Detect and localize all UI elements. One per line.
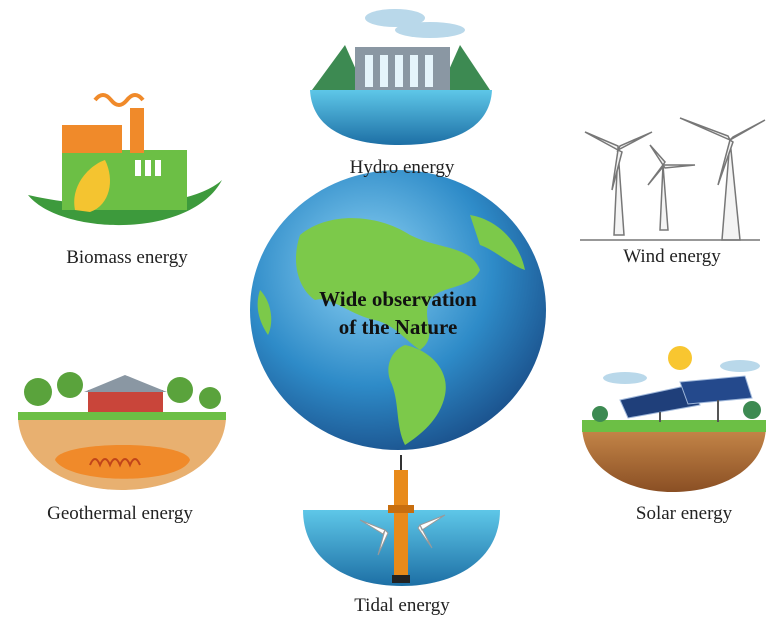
biomass-icon	[28, 95, 222, 225]
center-line: of the Nature	[339, 315, 458, 339]
solar-icon-part	[582, 420, 766, 432]
solar-icon-part	[592, 406, 608, 422]
hydro-icon-part	[310, 90, 492, 145]
biomass-icon-part	[145, 160, 151, 176]
biomass-icon-part	[95, 95, 143, 105]
geothermal-icon-part	[57, 372, 83, 398]
biomass-icon-part	[62, 125, 122, 153]
biomass-icon-part	[135, 160, 141, 176]
biomass-icon-part	[130, 108, 144, 153]
solar-icon-part	[603, 372, 647, 384]
wind-icon-part	[722, 140, 740, 240]
hydro-icon	[310, 9, 492, 145]
node-label: Geothermal energy	[47, 503, 193, 524]
node-label: Tidal energy	[354, 595, 450, 616]
geothermal-icon-part	[88, 390, 163, 412]
geothermal-icon-part	[18, 412, 226, 420]
node-label: Wind energy	[623, 246, 721, 267]
diagram: Wide observation of the Nature Hydro ene…	[0, 0, 766, 621]
geothermal-icon-part	[84, 375, 167, 392]
tidal-icon	[303, 455, 500, 586]
hydro-icon-part	[395, 55, 403, 87]
hydro-icon-part	[365, 55, 373, 87]
wind-icon-part	[680, 118, 765, 185]
wind-icon-part	[660, 165, 668, 230]
node-label: Biomass energy	[66, 247, 188, 268]
node-label: Hydro energy	[350, 157, 455, 178]
geothermal-icon-part	[24, 378, 52, 406]
solar-icon-part	[668, 346, 692, 370]
solar-icon-part	[720, 360, 760, 372]
tidal-icon-part	[392, 575, 410, 583]
hydro-icon-part	[395, 22, 465, 38]
hydro-icon-part	[380, 55, 388, 87]
hydro-icon-part	[410, 55, 418, 87]
node-label: Solar energy	[636, 503, 733, 524]
wind-icon	[580, 118, 765, 240]
tidal-icon-part	[388, 505, 414, 513]
solar-icon-part	[680, 376, 752, 404]
solar-icon	[582, 346, 766, 492]
biomass-icon-part	[155, 160, 161, 176]
solar-icon-part	[743, 401, 761, 419]
geothermal-icon-part	[199, 387, 221, 409]
wind-icon-part	[648, 145, 695, 185]
solar-icon-part	[582, 425, 766, 492]
tidal-icon-part	[394, 470, 408, 575]
center-line: Wide observation	[319, 287, 477, 311]
geothermal-icon	[18, 372, 226, 490]
hydro-icon-part	[425, 55, 433, 87]
geothermal-icon-part	[167, 377, 193, 403]
